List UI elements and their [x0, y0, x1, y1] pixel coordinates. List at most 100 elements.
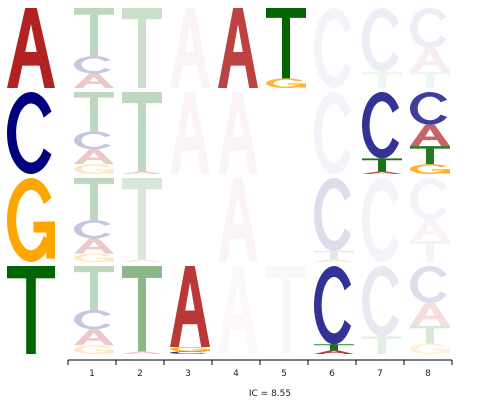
letter-c: [362, 8, 400, 72]
letter-a: [74, 73, 114, 88]
letter-t: [74, 266, 114, 310]
letter-a: [218, 8, 258, 88]
letter-t: [266, 266, 306, 354]
letter-a: [170, 8, 210, 88]
letter-a: [170, 266, 210, 347]
letter-c: [74, 56, 112, 74]
letter-g: [410, 164, 450, 174]
tick-label: 4: [233, 369, 239, 379]
logo-rows: [7, 8, 450, 355]
key-letter-g: [7, 178, 55, 262]
letter-stack: [122, 8, 162, 88]
letter-c: [362, 178, 400, 262]
letter-g: [73, 345, 114, 354]
letter-c: [74, 131, 112, 150]
letter-c: [314, 8, 352, 89]
letter-a: [170, 92, 210, 174]
letter-a: [410, 124, 450, 147]
letter-stack: [218, 8, 258, 88]
letter-c: [314, 178, 352, 252]
letter-g: [74, 164, 114, 174]
letter-stack: [218, 178, 258, 262]
information-content-label: IC = 8.55: [249, 389, 291, 399]
letter-stack: [73, 266, 114, 354]
letter-stack: [314, 266, 354, 354]
letter-a: [362, 171, 402, 174]
tick-label: 1: [89, 369, 95, 379]
letter-t: [122, 92, 162, 172]
tick-label: 8: [425, 369, 431, 379]
letter-stack: [169, 266, 210, 354]
letter-stack: [122, 266, 162, 354]
letter-a: [122, 171, 162, 174]
letter-t: [362, 336, 402, 354]
logo-row-c: [74, 92, 450, 174]
letter-stack: [362, 8, 402, 88]
letter-stack: [314, 8, 352, 89]
letter-stack: [410, 265, 450, 355]
letter-stack: [266, 266, 306, 354]
letter-t: [74, 92, 114, 132]
letter-t: [362, 158, 402, 172]
letter-a: [314, 350, 354, 354]
letter-stack: [314, 178, 354, 262]
letter-t: [74, 8, 114, 56]
letter-t: [266, 8, 306, 79]
letter-t: [314, 344, 354, 351]
letter-t: [122, 266, 162, 352]
tick-label: 7: [377, 369, 383, 379]
letter-t: [362, 72, 402, 88]
letter-a: [122, 351, 162, 354]
letter-stack: [362, 266, 402, 354]
letter-t: [410, 241, 450, 262]
letter-c: [410, 178, 448, 220]
letter-c: [410, 92, 448, 125]
letter-c: [362, 266, 400, 337]
letter-g: [410, 343, 450, 355]
letter-a: [74, 329, 114, 346]
letter-t: [122, 8, 162, 88]
letter-a: [314, 259, 354, 262]
letter-stack: [74, 8, 114, 88]
letter-c: [410, 265, 448, 303]
key-letter-t: [7, 266, 55, 354]
key-letter-c: [7, 92, 52, 174]
letter-c: [410, 8, 448, 49]
letter-stack: [122, 178, 162, 262]
letter-a: [410, 302, 450, 326]
letter-t: [410, 72, 450, 88]
letter-stack: [218, 92, 258, 174]
logo-row-g: [74, 178, 450, 262]
letter-g: [169, 346, 210, 352]
letter-c: [314, 92, 352, 174]
logo-row-a: [74, 8, 450, 89]
letter-a: [218, 178, 258, 262]
tick-label: 6: [329, 369, 335, 379]
key-letter-a: [7, 8, 55, 88]
letter-a: [410, 220, 450, 241]
letter-a: [410, 48, 450, 72]
tick-label: 2: [137, 369, 143, 379]
letter-c: [74, 310, 112, 330]
letter-stack: [410, 178, 450, 262]
tick-label: 3: [185, 369, 191, 379]
letter-stack: [122, 92, 162, 174]
letter-a: [74, 149, 114, 165]
letter-stack: [74, 92, 114, 174]
letter-stack: [410, 8, 450, 88]
letter-a: [74, 238, 114, 254]
logo-row-t: [73, 265, 450, 355]
letter-a: [122, 259, 162, 262]
letter-c: [314, 266, 352, 345]
letter-stack: [410, 92, 450, 174]
tick-label: 5: [281, 369, 287, 379]
letter-stack: [362, 92, 402, 174]
letter-stack: [266, 8, 306, 88]
letter-t: [122, 178, 162, 260]
letter-stack: [362, 178, 400, 262]
letter-stack: [314, 92, 352, 174]
letter-c: [74, 220, 112, 239]
letter-g: [266, 78, 306, 88]
letter-t: [410, 325, 450, 344]
